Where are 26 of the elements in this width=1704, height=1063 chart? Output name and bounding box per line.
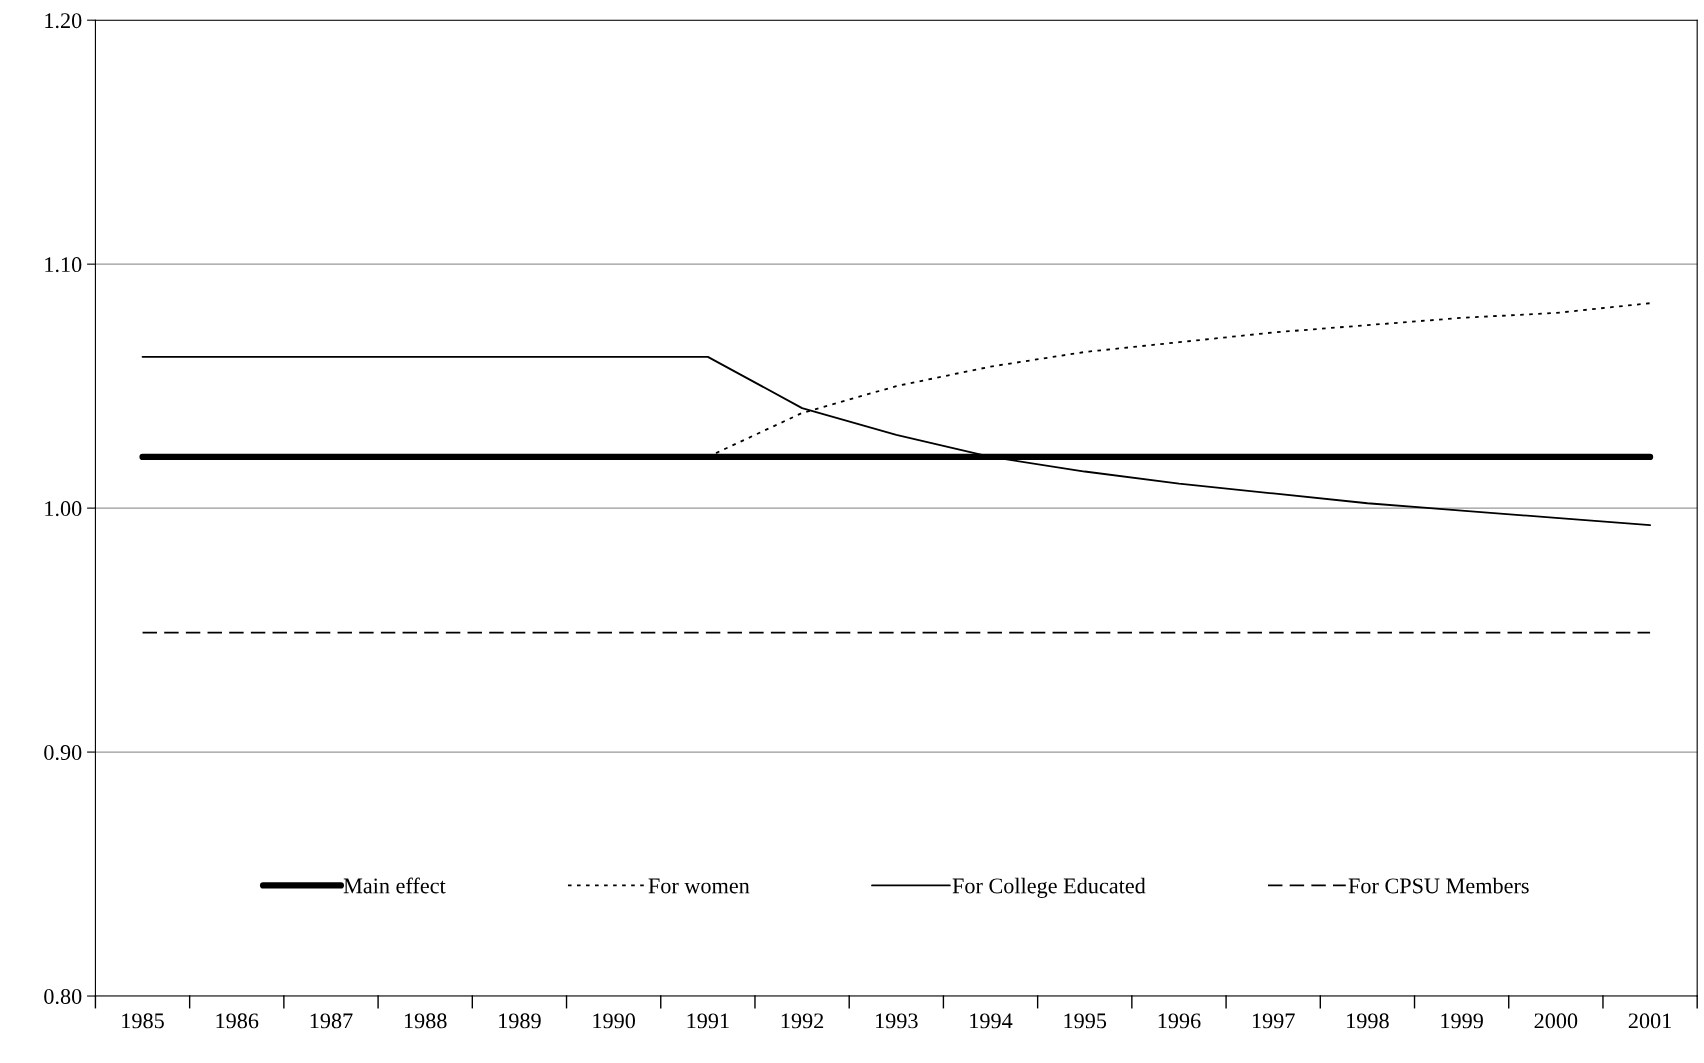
x-tick-label: 1985 (122, 1013, 164, 1029)
x-tick-label: 1986 (216, 1013, 259, 1029)
x-tick-label: 1996 (1158, 1013, 1201, 1029)
y-tick-label: 1.00 (45, 501, 82, 517)
legend-label: For women (648, 878, 750, 894)
y-tick-label: 0.90 (44, 745, 82, 761)
y-tick-label: 1.10 (45, 257, 82, 273)
x-tick-label: 1989 (499, 1013, 541, 1029)
y-tick-label: 0.80 (44, 988, 82, 1005)
x-tick-label: 1990 (593, 1013, 636, 1029)
x-tick-label: 1999 (1441, 1013, 1483, 1029)
x-tick-label: 1995 (1064, 1013, 1107, 1029)
legend-label: For CPSU Members (1348, 877, 1529, 894)
x-tick-label: 2001 (1628, 1013, 1671, 1029)
legend-label: For College Educated (952, 877, 1146, 898)
x-tick-label: 1991 (687, 1013, 729, 1029)
x-tick-label: 1993 (876, 1013, 918, 1029)
legend-label: Main effect (343, 877, 446, 894)
y-tick-label: 1.20 (45, 13, 82, 29)
x-tick-label: 2000 (1534, 1013, 1578, 1029)
x-tick-label: 1992 (781, 1013, 824, 1029)
x-tick-label: 1998 (1347, 1013, 1389, 1029)
x-tick-label: 1997 (1252, 1013, 1295, 1029)
x-tick-label: 1987 (310, 1013, 353, 1029)
x-tick-label: 1994 (970, 1013, 1013, 1029)
x-tick-label: 1988 (404, 1013, 447, 1029)
